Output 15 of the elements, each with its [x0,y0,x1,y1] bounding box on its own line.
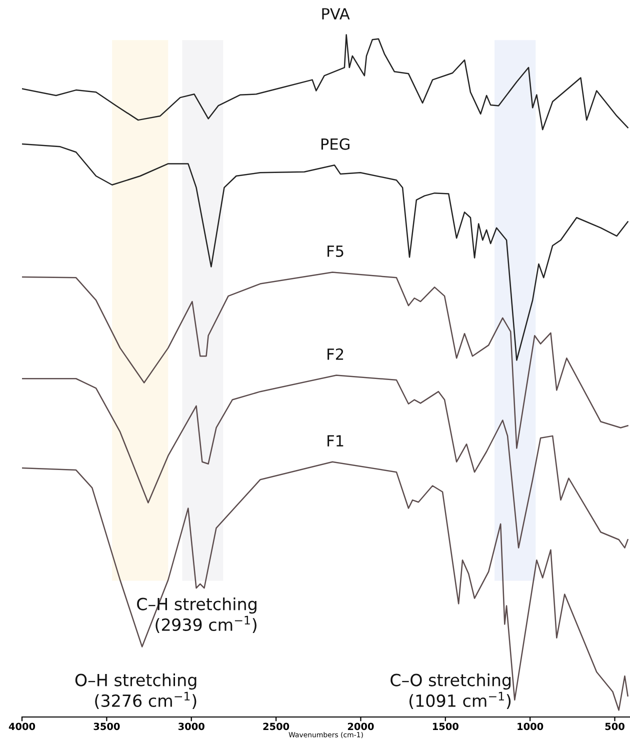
series-label: PVA [322,8,350,20]
annotation: C–O stretching (1091 cm$^{−1}$) [390,673,511,709]
annotation: O–H stretching (3276 cm$^{−1}$) [75,673,196,709]
series-label: PEG [321,138,350,150]
x-tick-label: 2000 [348,722,374,730]
series-label: F1 [328,435,344,446]
x-tick-label: 3000 [178,722,204,730]
x-tick-label: 3500 [94,722,120,730]
x-tick-label: 1500 [432,722,458,730]
series-label: F2 [328,348,344,360]
x-tick-label: 2500 [263,722,290,730]
series-label: F5 [328,246,344,257]
x-tick-label: 500 [605,722,624,730]
x-tick-label: 4000 [8,722,36,730]
x-tick-label: 1000 [518,722,544,730]
